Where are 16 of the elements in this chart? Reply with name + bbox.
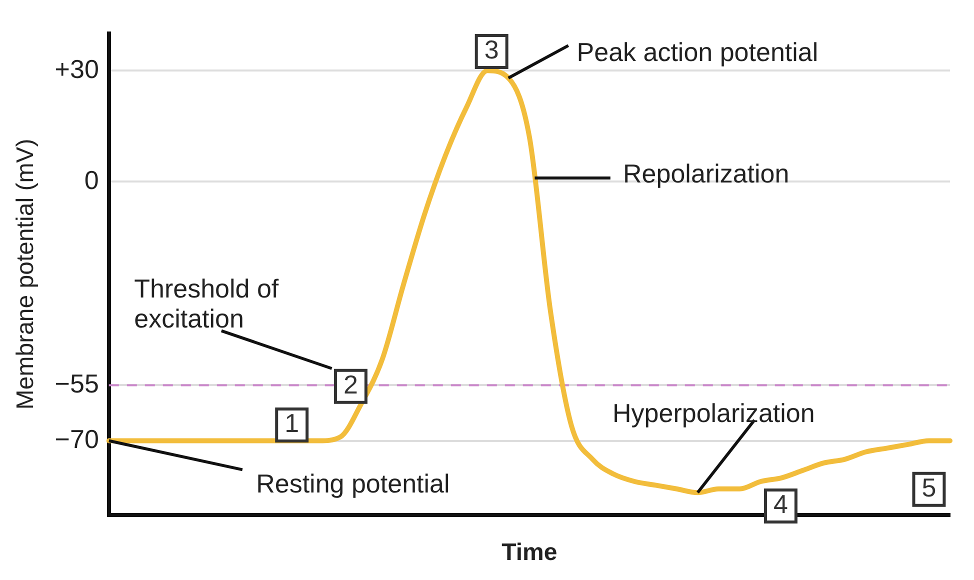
y-axis-title: Membrane potential (mV) (12, 138, 40, 410)
annotation: Hyperpolarization (612, 398, 815, 428)
annotation: 1 (284, 408, 300, 438)
annotation: Repolarization (623, 158, 790, 189)
annotation: Threshold of excitation (134, 274, 280, 334)
annotation: Resting potential (256, 468, 450, 499)
x-axis-title: Time (502, 539, 558, 566)
annotation: 2 (343, 370, 358, 400)
annotation: 3 (484, 34, 499, 65)
annotation: 4 (773, 489, 788, 520)
y-tick-label: +30 (54, 54, 99, 84)
y-tick-label: 0 (84, 164, 99, 195)
annotation: 5 (922, 472, 936, 503)
y-tick-label: −55 (54, 368, 99, 398)
y-tick-label: −70 (54, 424, 99, 454)
annotation: Peak action potential (576, 37, 818, 68)
